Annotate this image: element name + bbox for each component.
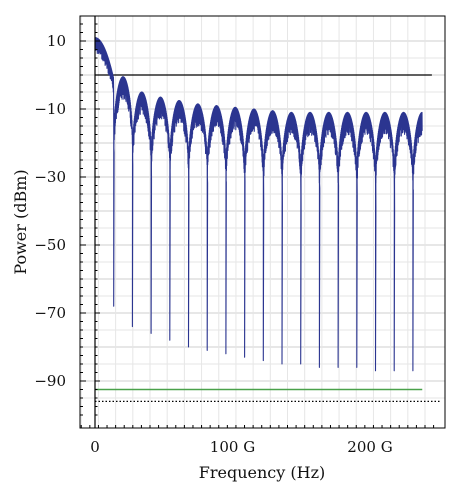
x-tick-label: 100 G — [210, 438, 255, 456]
x-tick-label: 200 G — [347, 438, 392, 456]
y-tick-label: 10 — [47, 32, 66, 50]
reference-lines — [95, 74, 442, 402]
y-tick-label: −10 — [34, 100, 66, 118]
x-axis-ticks: 0 100 G 200 G — [80, 425, 435, 456]
series-layer — [94, 37, 423, 391]
x-tick-label: 0 — [90, 438, 100, 456]
y-tick-label: −30 — [34, 168, 66, 186]
y-tick-label: −50 — [34, 236, 66, 254]
plot-frame — [79, 15, 446, 429]
x-axis-label: Frequency (Hz) — [199, 463, 326, 482]
y-axis-ticks: 10 −10 −30 −50 −70 −90 — [34, 23, 100, 416]
plot-background — [80, 16, 445, 428]
y-axis-label: Power (dBm) — [11, 169, 30, 274]
y-tick-label: −90 — [34, 372, 66, 390]
y-tick-label: −70 — [34, 304, 66, 322]
spectrum-line — [94, 37, 423, 372]
